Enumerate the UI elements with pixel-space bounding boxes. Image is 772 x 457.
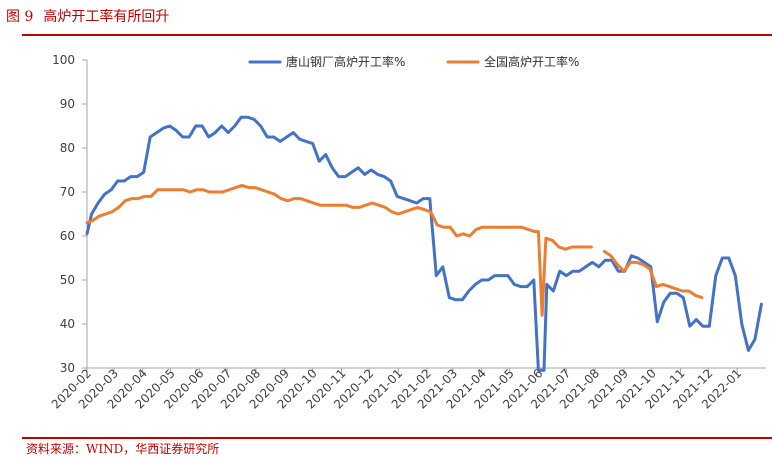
y-tick-label: 30: [60, 361, 75, 375]
series-line-1: [85, 115, 763, 372]
source-rule: [22, 437, 772, 439]
chart-lines: [85, 115, 763, 372]
y-tick-label: 100: [52, 53, 75, 67]
title-rule: [22, 34, 772, 36]
y-tick-label: 70: [60, 185, 75, 199]
source-note: 资料来源：WIND，华西证券研究所: [26, 442, 220, 456]
y-tick-label: 60: [60, 229, 75, 243]
figure-number: 图 9: [6, 9, 34, 25]
chart-axes: 304050607080901002020-022020-032020-0420…: [49, 53, 766, 412]
figure-title: 图 9 高炉开工率有所回升: [6, 6, 169, 26]
legend-label-2: 全国高炉开工率%: [484, 54, 579, 69]
series-line-2: [85, 183, 704, 317]
y-tick-label: 90: [60, 97, 75, 111]
y-tick-label: 50: [60, 273, 75, 287]
chart-legend: 唐山钢厂高炉开工率% 全国高炉开工率%: [248, 54, 579, 69]
figure-title-text: 高炉开工率有所回升: [43, 9, 170, 25]
legend-label-1: 唐山钢厂高炉开工率%: [286, 54, 405, 69]
y-tick-label: 40: [60, 317, 75, 331]
y-tick-label: 80: [60, 141, 75, 155]
